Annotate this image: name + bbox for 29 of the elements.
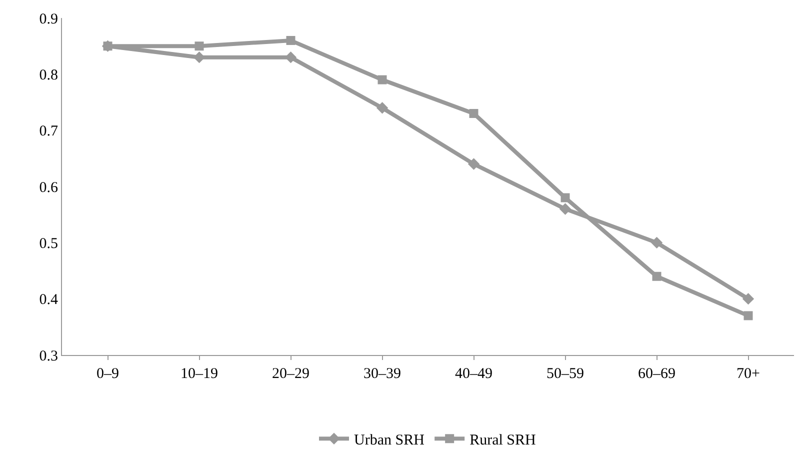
point [378, 75, 387, 84]
x-tick-label: 60–69 [638, 366, 676, 382]
point [286, 36, 296, 45]
point [559, 203, 572, 215]
y-tick-label: 0.3 [39, 348, 58, 364]
point [560, 193, 570, 202]
x-tick-label: 0–9 [96, 366, 119, 382]
point [652, 272, 662, 281]
point [742, 292, 754, 305]
y-tick-label: 0.9 [39, 11, 58, 28]
x-tick-label: 40–49 [455, 366, 492, 382]
x-tick-label: 30–39 [364, 366, 401, 382]
point [468, 158, 480, 170]
legend-label: Rural SRH [470, 432, 536, 448]
y-tick-label: 0.7 [39, 124, 58, 140]
x-tick-label: 10–19 [180, 366, 218, 382]
y-tick-label: 0.4 [39, 292, 58, 308]
point [650, 236, 663, 249]
y-tick-label: 0.8 [39, 67, 58, 84]
y-tick-label: 0.6 [39, 180, 58, 196]
point [744, 311, 753, 320]
legend-label: Urban SRH [354, 432, 425, 448]
x-tick-label: 50–59 [546, 366, 584, 382]
x-tick-label: 20–29 [272, 366, 310, 382]
point [376, 102, 388, 114]
y-tick-label: 0.5 [39, 236, 58, 252]
point [194, 42, 204, 51]
point [469, 108, 478, 118]
x-tick-label: 70+ [736, 366, 760, 382]
